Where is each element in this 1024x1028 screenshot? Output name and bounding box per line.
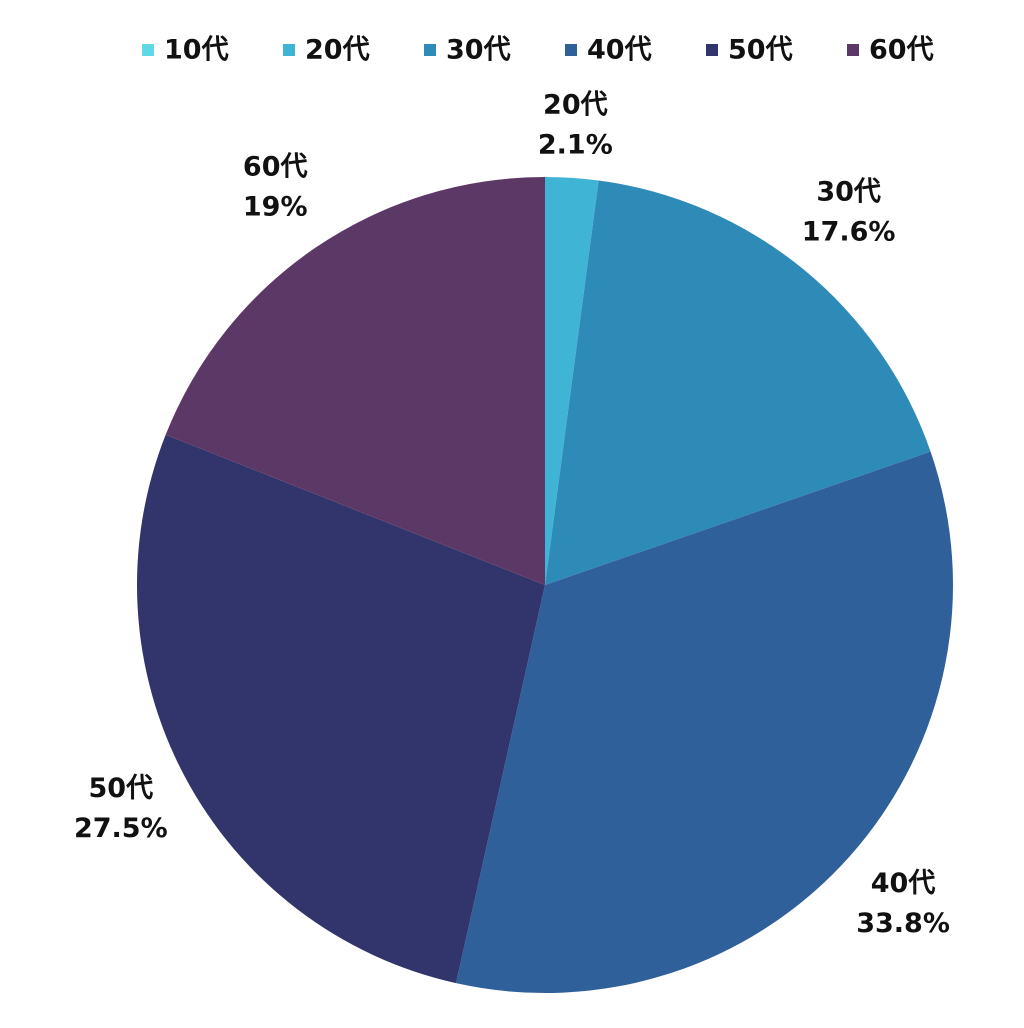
legend-label: 50代 [728, 35, 793, 66]
legend-swatch [565, 44, 577, 56]
pie-slice [545, 180, 931, 585]
legend-swatch [706, 44, 718, 56]
legend-swatch [424, 44, 436, 56]
slice-value-label: 27.5% [74, 813, 168, 844]
slice-value-label: 17.6% [802, 217, 896, 248]
legend-label: 40代 [587, 35, 652, 66]
slice-category-label: 50代 [89, 773, 154, 804]
legend-label: 30代 [446, 35, 511, 66]
slice-category-label: 40代 [871, 868, 936, 899]
slice-value-label: 2.1% [538, 130, 613, 161]
slice-category-label: 60代 [243, 152, 308, 183]
slice-value-label: 33.8% [856, 908, 950, 939]
legend-label: 60代 [869, 35, 934, 66]
slice-category-label: 30代 [816, 177, 881, 208]
slice-value-label: 19% [243, 192, 308, 223]
legend-swatch [142, 44, 154, 56]
legend-label: 20代 [305, 35, 370, 66]
legend-swatch [847, 44, 859, 56]
pie-slice [137, 434, 546, 984]
pie-slice [545, 177, 599, 585]
legend-swatch [283, 44, 295, 56]
pie-slice [165, 177, 546, 585]
slice-category-label: 20代 [543, 90, 608, 121]
legend-label: 10代 [164, 35, 229, 66]
pie-slice [455, 451, 953, 993]
